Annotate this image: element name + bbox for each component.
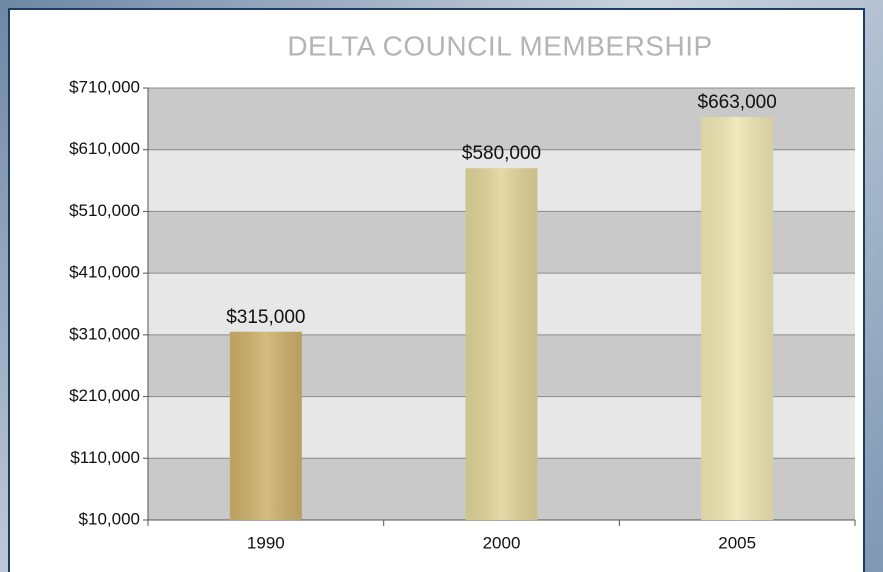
value-label: $315,000: [226, 307, 305, 328]
y-tick-label: $610,000: [69, 139, 140, 158]
y-tick-label: $510,000: [69, 201, 140, 220]
bar-sheen: [230, 332, 302, 520]
bar-sheen: [701, 117, 773, 520]
y-tick-label: $10,000: [79, 509, 140, 528]
y-tick-label: $710,000: [69, 77, 140, 96]
value-label: $663,000: [698, 92, 777, 113]
y-tick-label: $310,000: [69, 324, 140, 343]
page: {"chart_data": {"type": "bar", "title": …: [0, 0, 883, 572]
y-tick-label: $410,000: [69, 263, 140, 282]
chart-title: DELTA COUNCIL MEMBERSHIP: [287, 30, 712, 61]
x-tick-label: 2000: [483, 533, 521, 552]
y-tick-label: $210,000: [69, 386, 140, 405]
x-tick-label: 2005: [718, 533, 756, 552]
bar-sheen: [466, 168, 538, 520]
value-label: $580,000: [462, 143, 541, 164]
chart: DELTA COUNCIL MEMBERSHIP $10,000 $110,000…: [0, 0, 883, 572]
x-tick-label: 1990: [247, 533, 285, 552]
y-tick-label: $110,000: [70, 448, 140, 467]
